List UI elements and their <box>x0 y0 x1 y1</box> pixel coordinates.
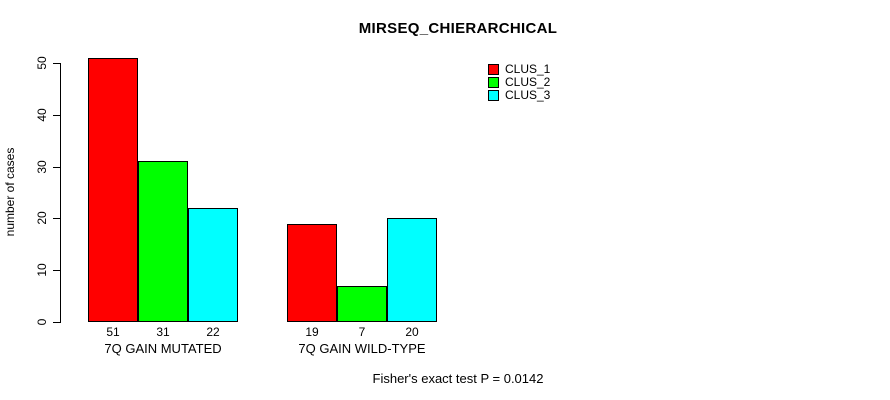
bar-clus_2-group1 <box>138 161 188 322</box>
bar-value-label: 7 <box>358 325 366 339</box>
bar-value-label: 31 <box>156 325 170 339</box>
category-label: 7Q GAIN MUTATED <box>104 341 222 356</box>
y-axis-tick-label: 20 <box>35 211 49 225</box>
y-axis-tick <box>53 270 60 271</box>
bar-value-label: 20 <box>405 325 419 339</box>
legend-label: CLUS_2 <box>505 75 551 89</box>
bar-clus_3-group2 <box>387 218 437 322</box>
category-label: 7Q GAIN WILD-TYPE <box>298 341 426 356</box>
y-axis-tick <box>53 115 60 116</box>
legend-label: CLUS_1 <box>505 62 551 76</box>
y-axis-tick-label: 30 <box>35 160 49 174</box>
bar-clus_3-group1 <box>188 208 238 322</box>
bar-clus_1-group1 <box>88 58 138 322</box>
bar-value-label: 19 <box>305 325 319 339</box>
legend-swatch-clus_3 <box>488 90 499 101</box>
y-axis-line <box>60 63 61 323</box>
legend-item-clus_1: CLUS_1 <box>488 63 550 76</box>
y-axis-tick <box>53 218 60 219</box>
y-axis-tick-label: 40 <box>35 108 49 122</box>
bar-value-label: 51 <box>106 325 120 339</box>
legend-item-clus_3: CLUS_3 <box>488 89 550 102</box>
y-axis-tick <box>53 63 60 64</box>
legend-label: CLUS_3 <box>505 88 551 102</box>
chart-title: MIRSEQ_CHIERARCHICAL <box>358 20 558 37</box>
fisher-test-annotation: Fisher's exact test P = 0.0142 <box>372 371 544 386</box>
bar-clus_1-group2 <box>287 224 337 322</box>
legend: CLUS_1 CLUS_2 CLUS_3 <box>488 63 550 102</box>
legend-swatch-clus_1 <box>488 64 499 75</box>
y-axis-tick-label: 0 <box>35 318 49 326</box>
y-axis-tick-label: 10 <box>35 263 49 277</box>
legend-item-clus_2: CLUS_2 <box>488 76 550 89</box>
y-axis-title: number of cases <box>3 147 17 237</box>
y-axis-tick-label: 50 <box>35 56 49 70</box>
legend-swatch-clus_2 <box>488 77 499 88</box>
y-axis-tick <box>53 322 60 323</box>
bar-clus_2-group2 <box>337 286 387 322</box>
y-axis-tick <box>53 167 60 168</box>
bar-value-label: 22 <box>206 325 220 339</box>
